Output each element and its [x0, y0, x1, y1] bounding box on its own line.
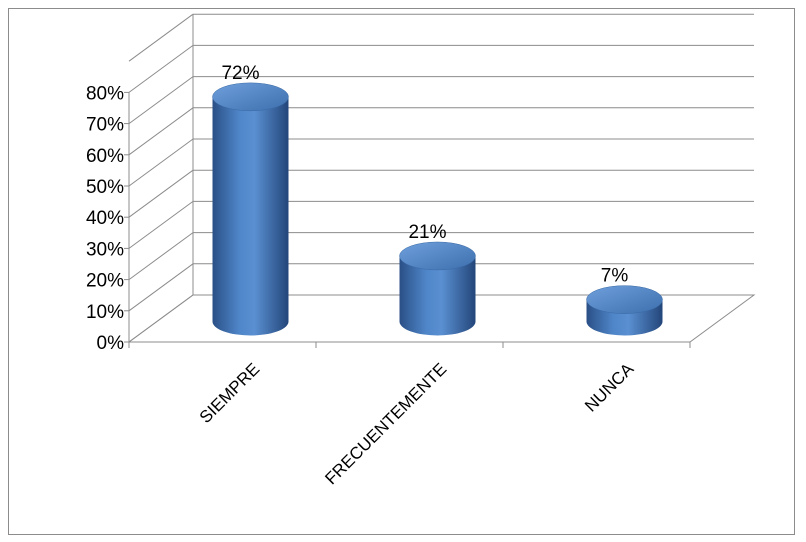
bar-body: [399, 255, 476, 336]
y-tick-label: 0%: [97, 333, 125, 354]
side-gridline: [128, 169, 194, 218]
y-tick-label: 80%: [86, 83, 124, 104]
category-label: NUNCA: [581, 359, 638, 416]
y-tick-label: 70%: [86, 115, 124, 136]
bar-siempre: [212, 82, 289, 336]
axes: [124, 91, 691, 348]
bar-cap: [586, 285, 663, 314]
side-gridline: [128, 294, 194, 343]
side-gridline: [128, 107, 194, 156]
side-gridline: [128, 200, 194, 249]
bar-nunca: [586, 285, 663, 336]
category-label: SIEMPRE: [196, 359, 264, 427]
labels: 0% 10% 20% 30% 40% 50% 60% 70% 80% 72% 21% 7% SIEMPR…: [86, 63, 638, 489]
side-gridline: [128, 263, 194, 312]
data-label: 72%: [221, 63, 259, 84]
side-gridline: [128, 13, 194, 62]
y-tick-label: 20%: [86, 271, 124, 292]
bar-cap: [399, 241, 476, 271]
data-label: 7%: [601, 266, 629, 287]
y-tick-label: 30%: [86, 239, 124, 260]
side-gridline: [128, 76, 194, 125]
bar-cap: [212, 82, 289, 112]
y-tick-label: 40%: [86, 208, 124, 229]
bars: [212, 82, 663, 336]
bar-body: [212, 96, 289, 336]
side-gridline: [128, 138, 194, 187]
data-label: 21%: [408, 222, 446, 243]
category-label: FRECUENTEMENTE: [321, 359, 450, 488]
y-tick-label: 10%: [86, 302, 124, 323]
side-gridline: [128, 44, 194, 93]
y-tick-label: 50%: [86, 177, 124, 198]
bar-frecuentemente: [399, 241, 476, 336]
side-gridline: [128, 232, 194, 281]
y-tick-label: 60%: [86, 146, 124, 167]
